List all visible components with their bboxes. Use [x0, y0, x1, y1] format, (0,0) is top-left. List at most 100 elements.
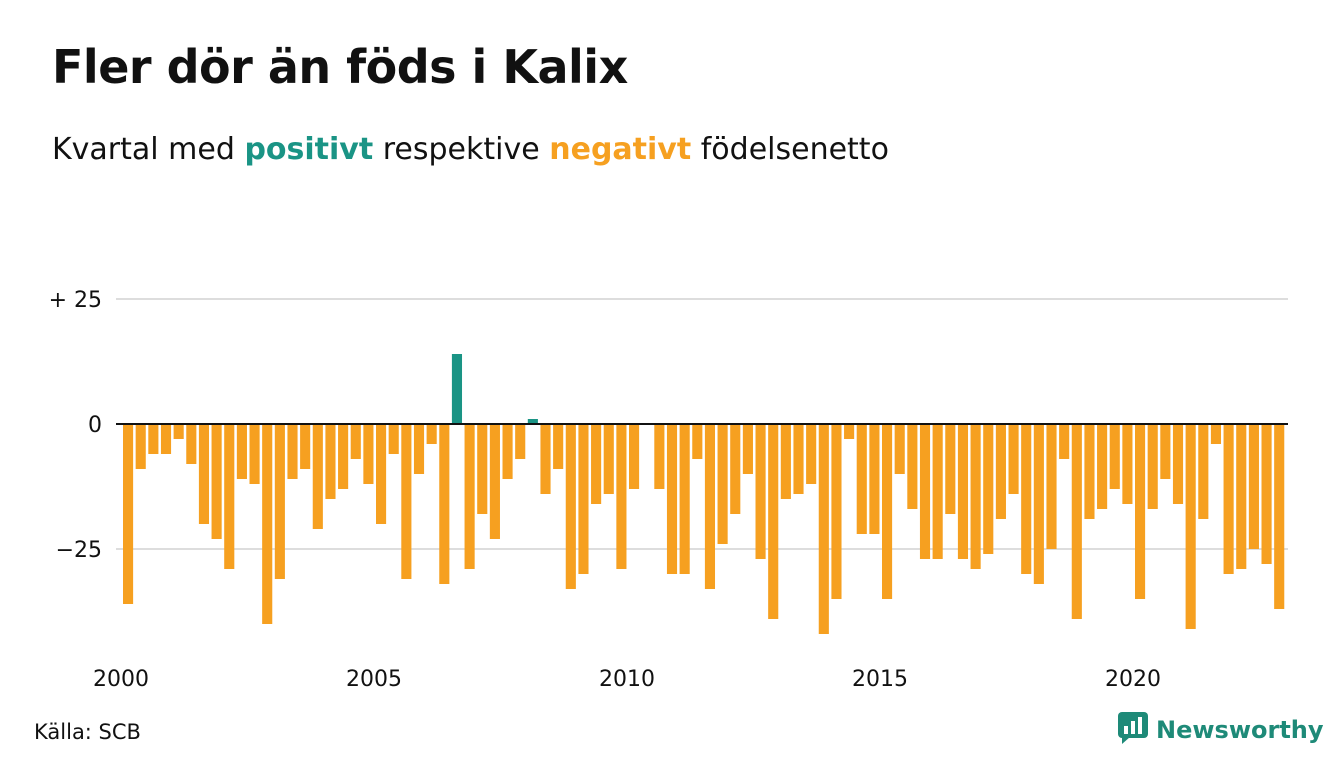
x-tick-label: 2000: [93, 667, 149, 692]
bar: [515, 424, 526, 459]
bar: [780, 424, 791, 499]
bar: [742, 424, 753, 474]
bar: [1059, 424, 1070, 459]
bar: [1046, 424, 1057, 549]
bar: [148, 424, 159, 454]
bar: [755, 424, 766, 559]
bar: [882, 424, 893, 599]
bar: [401, 424, 412, 579]
bar: [135, 424, 146, 469]
bar: [553, 424, 564, 469]
bar: [477, 424, 488, 514]
bar: [224, 424, 235, 569]
gridlines: [116, 298, 1288, 550]
source-note: Källa: SCB: [34, 720, 141, 744]
bar: [1236, 424, 1247, 569]
x-tick-label: 2015: [852, 667, 908, 692]
bar: [262, 424, 273, 624]
bar: [388, 424, 399, 454]
bar: [869, 424, 880, 534]
bar: [527, 419, 538, 424]
bar: [1185, 424, 1196, 629]
y-tick-label: + 25: [49, 288, 102, 313]
bar: [717, 424, 728, 544]
bar: [654, 424, 665, 489]
bar: [489, 424, 500, 539]
bar: [186, 424, 197, 464]
bar: [603, 424, 614, 494]
x-tick-label: 2010: [599, 667, 655, 692]
bar: [666, 424, 678, 574]
bar: [173, 424, 184, 439]
bar: [211, 424, 222, 539]
bar: [413, 424, 425, 474]
bar: [1198, 424, 1209, 519]
bar: [1223, 424, 1234, 574]
bar: [1210, 424, 1222, 444]
bar: [565, 424, 576, 589]
bar: [426, 424, 437, 444]
bar: [831, 424, 842, 599]
bar: [312, 424, 323, 529]
bar: [1147, 424, 1158, 509]
bar: [806, 424, 817, 484]
newsworthy-logo-icon: [1118, 712, 1148, 748]
bar: [616, 424, 627, 569]
bar: [679, 424, 690, 574]
bar: [287, 424, 298, 479]
bar: [502, 424, 513, 479]
bar: [363, 424, 374, 484]
bar: [793, 424, 804, 494]
subtitle-negative-word: negativt: [549, 132, 692, 167]
bar: [1160, 424, 1171, 479]
chart-title: Fler dör än föds i Kalix: [52, 40, 628, 94]
bar: [540, 424, 551, 494]
bar: [818, 424, 829, 634]
x-axis-ticks: 2000 2005 2010 2015 2020: [93, 667, 1161, 692]
chart-subtitle: Kvartal med positivt respektive negativt…: [52, 132, 889, 167]
bar: [1135, 424, 1146, 599]
subtitle-text-before: Kvartal med: [52, 132, 235, 167]
bar: [338, 424, 349, 489]
bar: [629, 424, 640, 489]
bar: [1274, 424, 1285, 609]
bar: [274, 424, 285, 579]
bar: [1097, 424, 1108, 509]
bar: [1109, 424, 1120, 489]
bar: [856, 424, 867, 534]
bar: [464, 424, 475, 569]
bar: [1122, 424, 1133, 504]
bar: [1071, 424, 1082, 619]
bar: [730, 424, 741, 514]
subtitle-positive-word: positivt: [244, 132, 374, 167]
bar: [1033, 424, 1044, 584]
bar: [1261, 424, 1272, 564]
bar: [1172, 424, 1184, 504]
y-axis-ticks: + 25 0 −25: [49, 288, 102, 563]
bar: [300, 424, 311, 469]
bar: [957, 424, 969, 559]
bar: [249, 424, 260, 484]
bars: [123, 354, 1285, 634]
bar: [591, 424, 602, 504]
subtitle-text-after: födelsenetto: [700, 132, 889, 167]
bar: [692, 424, 703, 459]
bar: [945, 424, 956, 514]
bar: [894, 424, 905, 474]
bar: [1021, 424, 1032, 574]
bar: [995, 424, 1006, 519]
bar: [983, 424, 994, 554]
x-tick-label: 2020: [1105, 667, 1161, 692]
bar: [439, 424, 450, 584]
bar: [578, 424, 589, 574]
bar: [198, 424, 210, 524]
bar: [1248, 424, 1259, 549]
y-tick-label: −25: [56, 538, 102, 563]
subtitle-text-middle: respektive: [382, 132, 540, 167]
x-tick-label: 2005: [346, 667, 402, 692]
bar: [451, 354, 463, 424]
bar: [350, 424, 361, 459]
y-tick-label: 0: [88, 413, 102, 438]
bar: [907, 424, 918, 509]
